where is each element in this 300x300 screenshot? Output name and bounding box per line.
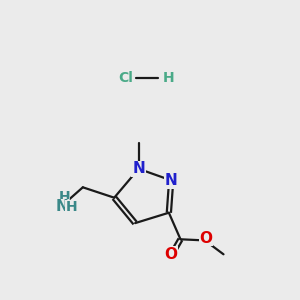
Text: O: O: [165, 247, 178, 262]
Text: H: H: [58, 190, 70, 203]
Text: N: N: [165, 173, 178, 188]
Text: Cl: Cl: [118, 70, 133, 85]
Text: H: H: [163, 70, 175, 85]
Text: H: H: [65, 200, 77, 214]
Text: N: N: [132, 161, 145, 176]
Text: N: N: [56, 200, 68, 214]
Text: O: O: [200, 231, 213, 246]
